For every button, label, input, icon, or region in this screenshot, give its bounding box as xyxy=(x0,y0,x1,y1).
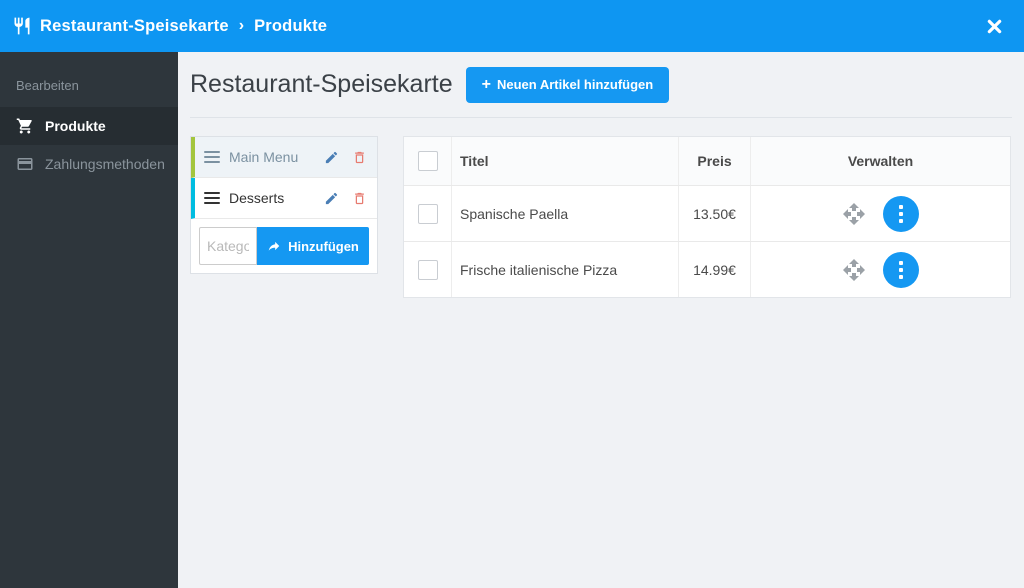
breadcrumb-root[interactable]: Restaurant-Speisekarte xyxy=(40,16,229,35)
sidebar-section-label: Bearbeiten xyxy=(16,78,79,93)
move-icon[interactable] xyxy=(842,258,866,282)
row-checkbox-cell xyxy=(404,186,452,241)
row-checkbox[interactable] xyxy=(417,203,438,224)
product-price: 14.99€ xyxy=(679,242,751,297)
breadcrumb-current: Produkte xyxy=(254,16,328,35)
category-panel: Main Menu Desserts xyxy=(190,136,378,274)
row-checkbox[interactable] xyxy=(417,259,438,280)
cutlery-icon xyxy=(12,16,32,36)
main-content: Restaurant-Speisekarte + Neuen Artikel h… xyxy=(178,52,1024,588)
add-category-row: Hinzufügen xyxy=(191,219,377,273)
close-icon[interactable] xyxy=(983,15,1006,38)
delete-category-icon[interactable] xyxy=(352,191,367,206)
product-price: 13.50€ xyxy=(679,186,751,241)
drag-handle-icon[interactable] xyxy=(204,192,220,204)
more-options-icon[interactable] xyxy=(883,195,919,232)
header-checkbox-cell xyxy=(404,137,452,185)
more-options-icon[interactable] xyxy=(883,251,919,288)
credit-card-icon xyxy=(17,158,33,170)
edit-category-icon[interactable] xyxy=(324,150,339,165)
category-name: Desserts xyxy=(229,190,285,206)
row-actions-cell xyxy=(751,186,1010,241)
page-title: Restaurant-Speisekarte xyxy=(190,70,453,98)
add-article-button[interactable]: + Neuen Artikel hinzufügen xyxy=(465,66,670,103)
forward-arrow-icon xyxy=(268,241,280,251)
add-category-button[interactable]: Hinzufügen xyxy=(257,227,369,265)
column-header-verwalten: Verwalten xyxy=(847,153,914,169)
product-title: Frische italienische Pizza xyxy=(452,242,679,297)
delete-category-icon[interactable] xyxy=(352,150,367,165)
row-checkbox-cell xyxy=(404,242,452,297)
sidebar-item-zahlungsmethoden[interactable]: Zahlungsmethoden xyxy=(0,145,178,183)
category-name: Main Menu xyxy=(229,149,299,165)
column-header-titel: Titel xyxy=(452,137,679,185)
row-actions-cell xyxy=(751,242,1010,297)
edit-category-icon[interactable] xyxy=(324,191,339,206)
category-name-input[interactable] xyxy=(199,227,257,265)
move-icon[interactable] xyxy=(842,202,866,226)
products-table: Titel Preis Verwalten Spanische Paella 1… xyxy=(403,136,1011,298)
category-row-desserts[interactable]: Desserts xyxy=(191,178,377,219)
table-header-row: Titel Preis Verwalten xyxy=(404,137,1010,185)
table-row: Spanische Paella 13.50€ xyxy=(404,185,1010,241)
sidebar-item-produkte[interactable]: Produkte xyxy=(0,107,178,145)
title-row: Restaurant-Speisekarte + Neuen Artikel h… xyxy=(190,52,1012,118)
plus-icon: + xyxy=(481,75,491,93)
column-header-preis: Preis xyxy=(679,137,751,185)
add-category-button-label: Hinzufügen xyxy=(288,238,359,254)
add-article-button-label: Neuen Artikel hinzufügen xyxy=(496,77,654,92)
category-row-main-menu[interactable]: Main Menu xyxy=(191,137,377,178)
breadcrumb-separator: › xyxy=(238,17,245,34)
sidebar-item-label: Produkte xyxy=(45,118,106,134)
table-row: Frische italienische Pizza 14.99€ xyxy=(404,241,1010,297)
product-title: Spanische Paella xyxy=(452,186,679,241)
shopping-cart-icon xyxy=(16,118,32,134)
drag-handle-icon[interactable] xyxy=(204,151,220,163)
sidebar: Bearbeiten Produkte Zahlungsmethoden xyxy=(0,52,178,588)
sidebar-item-label: Zahlungsmethoden xyxy=(45,156,165,172)
select-all-checkbox[interactable] xyxy=(417,151,438,171)
top-header-bar: Restaurant-Speisekarte › Produkte xyxy=(0,0,1024,52)
